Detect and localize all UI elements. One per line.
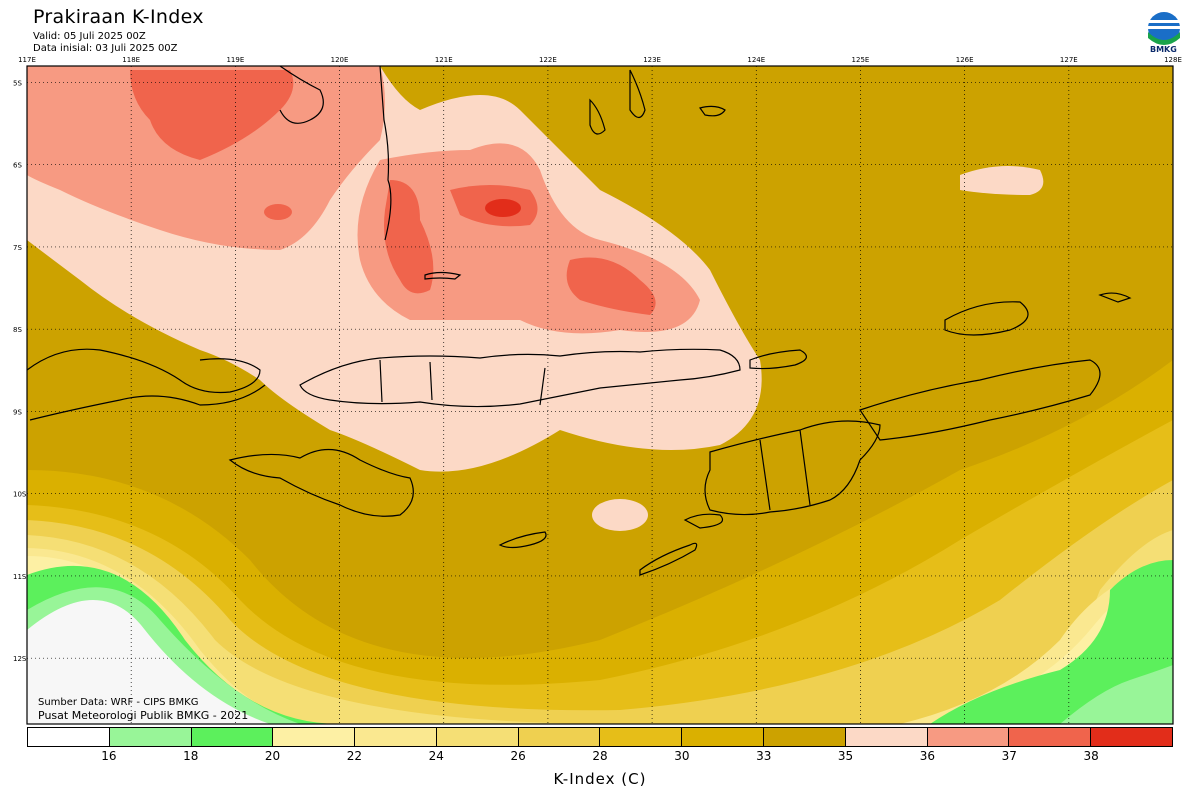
colorbar-title: K-Index (C) (553, 770, 647, 788)
coastlines (27, 66, 1132, 576)
colorbar-bin (436, 728, 519, 746)
colorbar-bin (1009, 728, 1092, 746)
colorbar-tick-label: 18 (183, 749, 199, 763)
initial-data-time: Data inisial: 03 Juli 2025 00Z (33, 43, 178, 54)
colorbar-bin (191, 728, 274, 746)
longitude-label: 128E (1164, 56, 1182, 64)
longitude-label: 117E (18, 56, 36, 64)
k-index-map: 117E 118E 119E 120E 121E 122E 123E 124E 125E 126E… (13, 56, 1182, 725)
field-37-38-east (566, 257, 656, 315)
latitude-label: 7S (13, 244, 22, 252)
latitude-label: 9S (13, 408, 22, 416)
longitude-label: 126E (956, 56, 974, 64)
colorbar-tick-label: 37 (1001, 749, 1017, 763)
colorbar-tick-label: 20 (264, 749, 281, 763)
colorbar-tick-label: 24 (428, 749, 444, 763)
field-38-plus (485, 199, 521, 217)
longitude-label: 123E (643, 56, 661, 64)
latitude-label: 8S (13, 326, 22, 334)
colorbar-bin (273, 728, 356, 746)
field-35-36-east (960, 166, 1044, 195)
longitude-label: 118E (122, 56, 140, 64)
colorbar-tick-label: 16 (101, 749, 117, 763)
field-36-37 (27, 66, 385, 250)
latitude-label: 12S (13, 655, 27, 663)
field-16-18-se (1060, 665, 1173, 724)
latitude-label: 10S (13, 491, 27, 499)
longitude-label: 127E (1060, 56, 1078, 64)
field-18-20-se (930, 560, 1173, 724)
colorbar-bin (600, 728, 683, 746)
colorbar-bin (927, 728, 1010, 746)
longitude-label: 121E (435, 56, 453, 64)
field-lt-16 (27, 600, 270, 724)
colorbar-tick-label: 26 (510, 749, 526, 763)
latitude-label: 11S (13, 573, 27, 581)
graticule (27, 66, 1173, 724)
colorbar-bin (845, 728, 928, 746)
longitude-label: 120E (331, 56, 349, 64)
colorbar-tick-label: 38 (1083, 749, 1099, 763)
latitude-labels: 5S 6S 7S 8S 9S 10S 11S 12S (13, 79, 27, 663)
colorbar-bin (764, 728, 846, 746)
map-frame (26, 65, 1174, 725)
latitude-label: 5S (13, 79, 22, 87)
colorbar-bin (109, 728, 192, 746)
colorbar-bin (355, 728, 437, 746)
latitude-label: 6S (13, 162, 22, 170)
longitude-label: 119E (226, 56, 244, 64)
colorbar-tick-label: 36 (919, 749, 936, 763)
field-37-38-blob (264, 204, 292, 220)
longitude-label: 125E (852, 56, 870, 64)
colorbar-bin (682, 728, 765, 746)
colorbar-tick-label: 30 (674, 749, 690, 763)
field-35-36-blob (592, 499, 648, 531)
field-28-30 (27, 420, 1173, 724)
colorbar-tick-label: 35 (837, 749, 854, 763)
colorbar-tick-label: 33 (756, 749, 772, 763)
data-source: Sumber Data: WRF - CIPS BMKG (38, 697, 199, 708)
colorbar-tick-label: 22 (346, 749, 363, 763)
longitude-label: 124E (747, 56, 765, 64)
field-37-38-central (384, 180, 434, 294)
colorbar-bin (28, 728, 110, 746)
logo-text: BMKG (1150, 45, 1177, 54)
field-26-28 (27, 480, 1173, 724)
longitude-label: 122E (539, 56, 557, 64)
colorbar-bin (518, 728, 601, 746)
longitude-labels: 117E 118E 119E 120E 121E 122E 123E 124E 125E 126E… (18, 56, 1182, 64)
valid-time: Valid: 05 Juli 2025 00Z (33, 31, 146, 42)
colorbar-tick-label: 28 (592, 749, 608, 763)
colorbar-bin (1091, 728, 1172, 746)
bmkg-logo-icon (1148, 12, 1180, 45)
organization: Pusat Meteorologi Publik BMKG - 2021 (38, 709, 249, 722)
field-37-38 (130, 70, 294, 160)
colorbar (27, 727, 1173, 747)
map-title: Prakiraan K-Index (33, 6, 204, 28)
